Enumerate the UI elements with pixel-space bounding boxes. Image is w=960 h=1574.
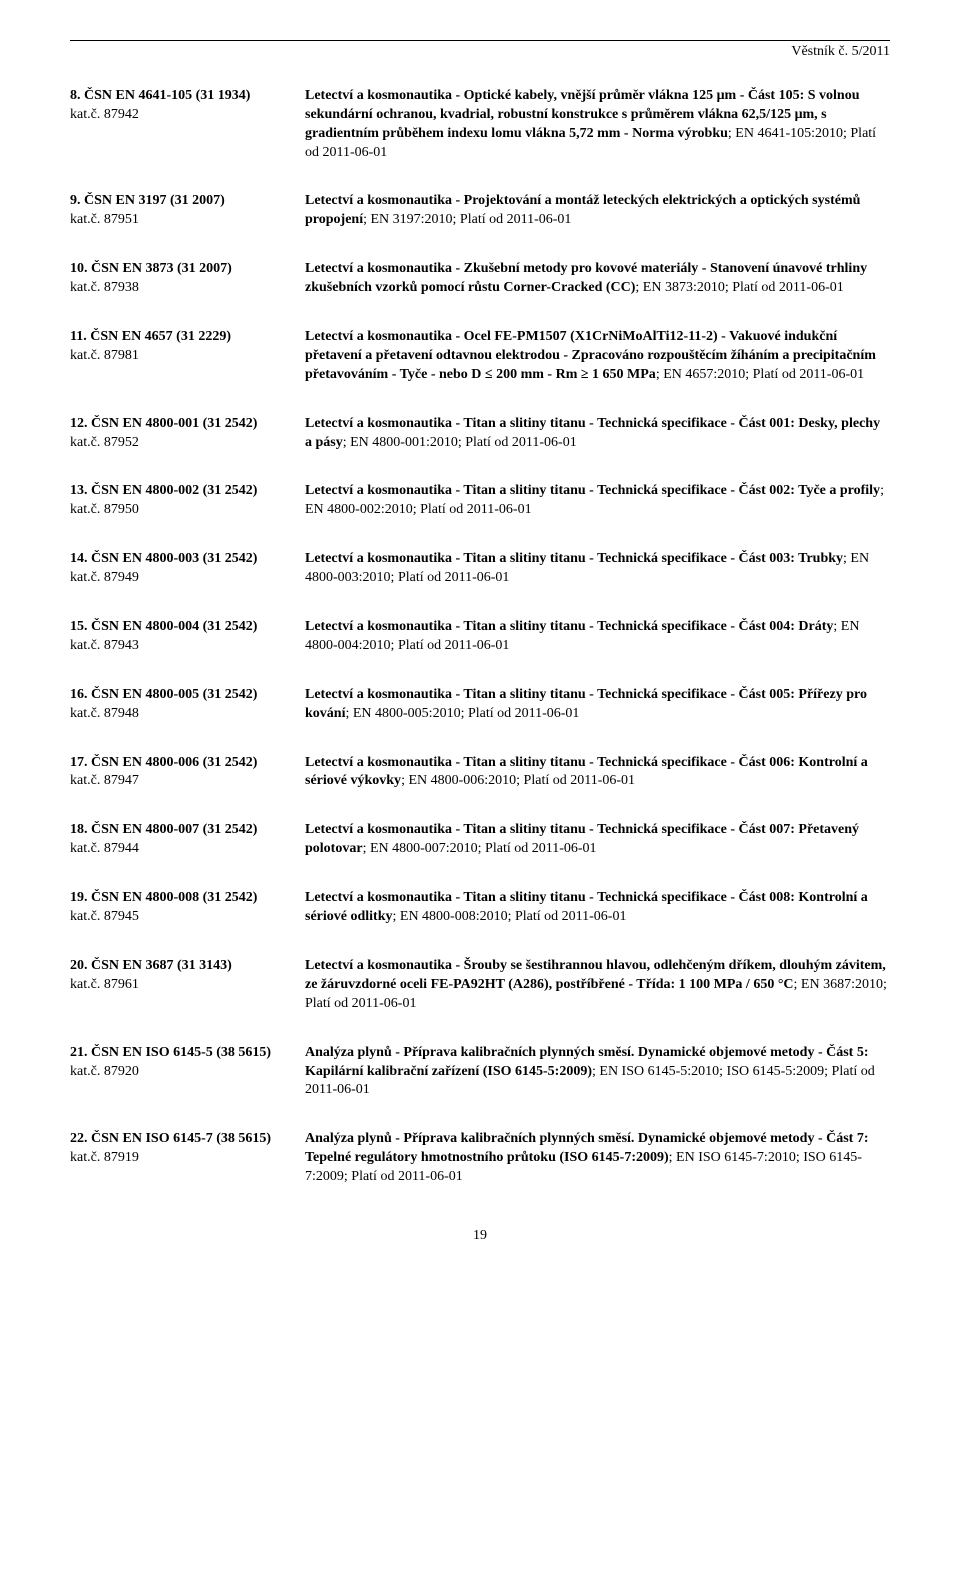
- standard-entry: 22. ČSN EN ISO 6145-7 (38 5615)kat.č. 87…: [70, 1130, 890, 1187]
- standard-number: 19. ČSN EN 4800-008 (31 2542): [70, 889, 290, 908]
- catalog-number: kat.č. 87949: [70, 569, 290, 588]
- entry-description: Letectví a kosmonautika - Titan a slitin…: [305, 821, 890, 859]
- entry-left-column: 9. ČSN EN 3197 (31 2007)kat.č. 87951: [70, 192, 305, 230]
- standard-number: 22. ČSN EN ISO 6145-7 (38 5615): [70, 1130, 290, 1149]
- standard-entry: 16. ČSN EN 4800-005 (31 2542)kat.č. 8794…: [70, 686, 890, 724]
- entry-description: Letectví a kosmonautika - Titan a slitin…: [305, 754, 890, 792]
- description-title: Letectví a kosmonautika - Titan a slitin…: [305, 551, 843, 566]
- standard-number: 14. ČSN EN 4800-003 (31 2542): [70, 550, 290, 569]
- entry-left-column: 16. ČSN EN 4800-005 (31 2542)kat.č. 8794…: [70, 686, 305, 724]
- header-rule: [70, 40, 890, 41]
- catalog-number: kat.č. 87950: [70, 501, 290, 520]
- catalog-number: kat.č. 87919: [70, 1149, 290, 1168]
- entry-left-column: 13. ČSN EN 4800-002 (31 2542)kat.č. 8795…: [70, 482, 305, 520]
- entry-left-column: 22. ČSN EN ISO 6145-7 (38 5615)kat.č. 87…: [70, 1130, 305, 1187]
- standard-entry: 9. ČSN EN 3197 (31 2007)kat.č. 87951Lete…: [70, 192, 890, 230]
- standard-number: 21. ČSN EN ISO 6145-5 (38 5615): [70, 1044, 290, 1063]
- entry-description: Analýza plynů - Příprava kalibračních pl…: [305, 1044, 890, 1101]
- entry-description: Analýza plynů - Příprava kalibračních pl…: [305, 1130, 890, 1187]
- entry-description: Letectví a kosmonautika - Optické kabely…: [305, 87, 890, 163]
- catalog-number: kat.č. 87938: [70, 279, 290, 298]
- entry-left-column: 11. ČSN EN 4657 (31 2229)kat.č. 87981: [70, 328, 305, 385]
- catalog-number: kat.č. 87981: [70, 347, 290, 366]
- standard-entry: 13. ČSN EN 4800-002 (31 2542)kat.č. 8795…: [70, 482, 890, 520]
- entry-left-column: 20. ČSN EN 3687 (31 3143)kat.č. 87961: [70, 957, 305, 1014]
- entry-description: Letectví a kosmonautika - Ocel FE-PM1507…: [305, 328, 890, 385]
- entry-left-column: 14. ČSN EN 4800-003 (31 2542)kat.č. 8794…: [70, 550, 305, 588]
- standard-entry: 20. ČSN EN 3687 (31 3143)kat.č. 87961Let…: [70, 957, 890, 1014]
- description-meta: ; EN 4800-005:2010; Platí od 2011-06-01: [345, 706, 579, 721]
- standard-number: 9. ČSN EN 3197 (31 2007): [70, 192, 290, 211]
- entry-description: Letectví a kosmonautika - Titan a slitin…: [305, 482, 890, 520]
- description-meta: ; EN 4800-008:2010; Platí od 2011-06-01: [393, 909, 627, 924]
- standard-entry: 21. ČSN EN ISO 6145-5 (38 5615)kat.č. 87…: [70, 1044, 890, 1101]
- entry-description: Letectví a kosmonautika - Zkušební metod…: [305, 260, 890, 298]
- description-title: Letectví a kosmonautika - Titan a slitin…: [305, 483, 880, 498]
- catalog-number: kat.č. 87944: [70, 840, 290, 859]
- entry-description: Letectví a kosmonautika - Šrouby se šest…: [305, 957, 890, 1014]
- catalog-number: kat.č. 87948: [70, 705, 290, 724]
- entry-description: Letectví a kosmonautika - Titan a slitin…: [305, 686, 890, 724]
- entry-left-column: 15. ČSN EN 4800-004 (31 2542)kat.č. 8794…: [70, 618, 305, 656]
- standard-entry: 14. ČSN EN 4800-003 (31 2542)kat.č. 8794…: [70, 550, 890, 588]
- entry-description: Letectví a kosmonautika - Titan a slitin…: [305, 415, 890, 453]
- standard-entry: 12. ČSN EN 4800-001 (31 2542)kat.č. 8795…: [70, 415, 890, 453]
- entry-left-column: 18. ČSN EN 4800-007 (31 2542)kat.č. 8794…: [70, 821, 305, 859]
- standard-number: 13. ČSN EN 4800-002 (31 2542): [70, 482, 290, 501]
- entry-left-column: 17. ČSN EN 4800-006 (31 2542)kat.č. 8794…: [70, 754, 305, 792]
- standard-number: 11. ČSN EN 4657 (31 2229): [70, 328, 290, 347]
- standard-number: 15. ČSN EN 4800-004 (31 2542): [70, 618, 290, 637]
- page-number: 19: [70, 1227, 890, 1246]
- entry-description: Letectví a kosmonautika - Projektování a…: [305, 192, 890, 230]
- catalog-number: kat.č. 87951: [70, 211, 290, 230]
- standard-number: 12. ČSN EN 4800-001 (31 2542): [70, 415, 290, 434]
- entry-description: Letectví a kosmonautika - Titan a slitin…: [305, 550, 890, 588]
- entry-left-column: 12. ČSN EN 4800-001 (31 2542)kat.č. 8795…: [70, 415, 305, 453]
- standard-entry: 11. ČSN EN 4657 (31 2229)kat.č. 87981Let…: [70, 328, 890, 385]
- standard-entry: 8. ČSN EN 4641-105 (31 1934)kat.č. 87942…: [70, 87, 890, 163]
- standard-number: 17. ČSN EN 4800-006 (31 2542): [70, 754, 290, 773]
- catalog-number: kat.č. 87942: [70, 106, 290, 125]
- entry-left-column: 21. ČSN EN ISO 6145-5 (38 5615)kat.č. 87…: [70, 1044, 305, 1101]
- description-meta: ; EN 4800-006:2010; Platí od 2011-06-01: [401, 773, 635, 788]
- entry-description: Letectví a kosmonautika - Titan a slitin…: [305, 618, 890, 656]
- catalog-number: kat.č. 87947: [70, 772, 290, 791]
- catalog-number: kat.č. 87920: [70, 1063, 290, 1082]
- description-title: Letectví a kosmonautika - Titan a slitin…: [305, 619, 833, 634]
- entries-list: 8. ČSN EN 4641-105 (31 1934)kat.č. 87942…: [70, 87, 890, 1187]
- description-meta: ; EN 3197:2010; Platí od 2011-06-01: [363, 212, 571, 227]
- standard-number: 8. ČSN EN 4641-105 (31 1934): [70, 87, 290, 106]
- catalog-number: kat.č. 87952: [70, 434, 290, 453]
- standard-entry: 19. ČSN EN 4800-008 (31 2542)kat.č. 8794…: [70, 889, 890, 927]
- page-header-title: Věstník č. 5/2011: [70, 43, 890, 62]
- standard-entry: 17. ČSN EN 4800-006 (31 2542)kat.č. 8794…: [70, 754, 890, 792]
- entry-description: Letectví a kosmonautika - Titan a slitin…: [305, 889, 890, 927]
- entry-left-column: 10. ČSN EN 3873 (31 2007)kat.č. 87938: [70, 260, 305, 298]
- entry-left-column: 8. ČSN EN 4641-105 (31 1934)kat.č. 87942: [70, 87, 305, 163]
- standard-number: 16. ČSN EN 4800-005 (31 2542): [70, 686, 290, 705]
- standard-entry: 18. ČSN EN 4800-007 (31 2542)kat.č. 8794…: [70, 821, 890, 859]
- description-meta: ; EN 4800-001:2010; Platí od 2011-06-01: [343, 435, 577, 450]
- description-meta: ; EN 3873:2010; Platí od 2011-06-01: [635, 280, 843, 295]
- entry-left-column: 19. ČSN EN 4800-008 (31 2542)kat.č. 8794…: [70, 889, 305, 927]
- standard-entry: 10. ČSN EN 3873 (31 2007)kat.č. 87938Let…: [70, 260, 890, 298]
- standard-entry: 15. ČSN EN 4800-004 (31 2542)kat.č. 8794…: [70, 618, 890, 656]
- catalog-number: kat.č. 87961: [70, 976, 290, 995]
- catalog-number: kat.č. 87943: [70, 637, 290, 656]
- standard-number: 18. ČSN EN 4800-007 (31 2542): [70, 821, 290, 840]
- standard-number: 20. ČSN EN 3687 (31 3143): [70, 957, 290, 976]
- description-meta: ; EN 4657:2010; Platí od 2011-06-01: [656, 367, 864, 382]
- description-meta: ; EN 4800-007:2010; Platí od 2011-06-01: [363, 841, 597, 856]
- standard-number: 10. ČSN EN 3873 (31 2007): [70, 260, 290, 279]
- catalog-number: kat.č. 87945: [70, 908, 290, 927]
